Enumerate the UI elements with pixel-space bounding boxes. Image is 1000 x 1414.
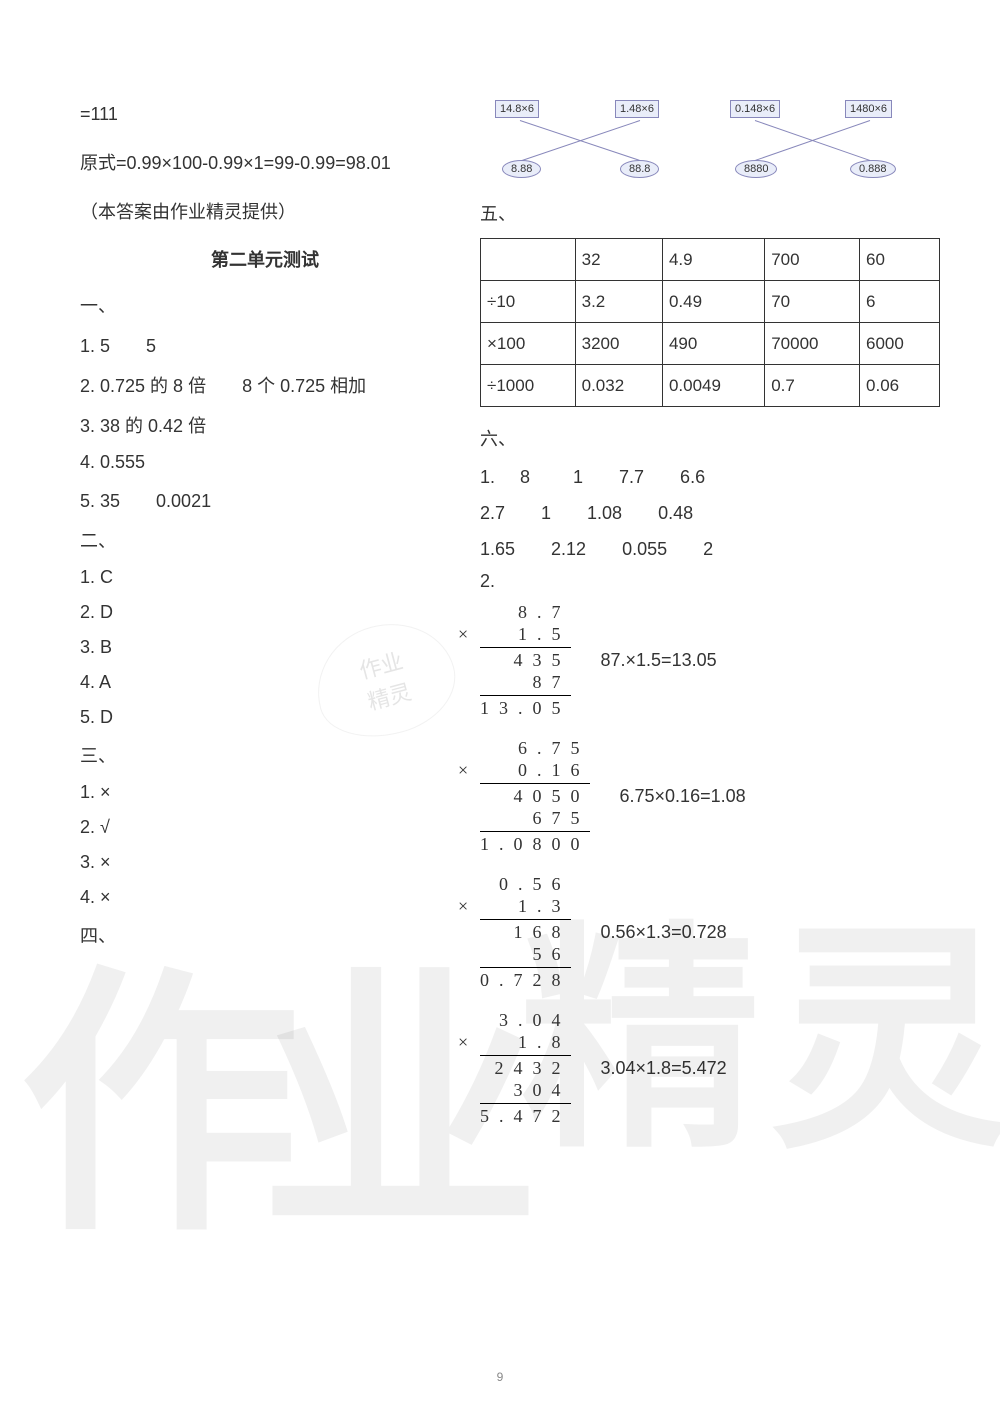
answer-row: 1.65 2.12 0.055 2 xyxy=(480,535,940,561)
table-cell: 70000 xyxy=(765,323,860,365)
table-cell: 0.7 xyxy=(765,365,860,407)
mult-result: 3.04×1.8=5.472 xyxy=(601,1058,727,1079)
answer-item: 2. 0.725 的 8 倍 8 个 0.725 相加 xyxy=(80,372,450,398)
answer-item: 2. D xyxy=(80,602,450,623)
match-bottom-box: 8.88 xyxy=(502,160,541,178)
table-cell: 0.0049 xyxy=(662,365,764,407)
section-heading: 一、 xyxy=(80,292,450,318)
table-cell: 0.032 xyxy=(575,365,662,407)
answer-row: 2.7 1 1.08 0.48 xyxy=(480,499,940,525)
answer-item: 4. × xyxy=(80,887,450,908)
answer-item: 1. 5 5 xyxy=(80,332,450,358)
table-cell: 0.06 xyxy=(860,365,940,407)
match-top-box: 1480×6 xyxy=(845,100,892,118)
match-top-box: 0.148×6 xyxy=(730,100,780,118)
mult-result: 87.×1.5=13.05 xyxy=(601,650,717,671)
answer-item: 5. 35 0.0021 xyxy=(80,487,450,513)
match-bottom-box: 88.8 xyxy=(620,160,659,178)
data-table: 324.970060 ÷103.20.49706 ×1003200490700006… xyxy=(480,238,940,407)
table-cell: 3200 xyxy=(575,323,662,365)
section-heading: 六、 xyxy=(480,425,940,451)
answer-row: 1. 8 1 7.7 6.6 xyxy=(480,463,940,489)
section-heading: 五、 xyxy=(480,200,940,226)
table-cell: 32 xyxy=(575,239,662,281)
table-cell: 3.2 xyxy=(575,281,662,323)
match-bottom-box: 0.888 xyxy=(850,160,896,178)
table-cell xyxy=(481,239,576,281)
vertical-mult: 8.71.5×4358713.0587.×1.5=13.05 xyxy=(480,602,940,720)
table-cell: 6 xyxy=(860,281,940,323)
answer-item: 2. √ xyxy=(80,817,450,838)
right-column: 14.8×6 1.48×6 0.148×6 1480×6 8.88 88.8 8880 0.8… xyxy=(480,100,940,1146)
section-heading: 三、 xyxy=(80,742,450,768)
table-cell: 490 xyxy=(662,323,764,365)
vertical-mult: 6.750.16×40506751.08006.75×0.16=1.08 xyxy=(480,738,940,856)
answer-item: 4. 0.555 xyxy=(80,452,450,473)
answer-item: 2. xyxy=(480,571,940,592)
answer-item: 3. 38 的 0.42 倍 xyxy=(80,412,450,438)
vertical-mult: 3.041.8×24323045.4723.04×1.8=5.472 xyxy=(480,1010,940,1128)
left-column: =111 原式=0.99×100-0.99×1=99-0.99=98.01 （本… xyxy=(80,100,450,1146)
mult-result: 6.75×0.16=1.08 xyxy=(620,786,746,807)
section-heading: 四、 xyxy=(80,922,450,948)
page-number: 9 xyxy=(497,1370,504,1384)
table-cell: ×100 xyxy=(481,323,576,365)
vertical-multiplications: 8.71.5×4358713.0587.×1.5=13.05 6.750.16×4… xyxy=(480,602,940,1128)
table-cell: 0.49 xyxy=(662,281,764,323)
match-top-box: 1.48×6 xyxy=(615,100,659,118)
section-heading: 二、 xyxy=(80,527,450,553)
match-bottom-box: 8880 xyxy=(735,160,777,178)
answer-item: 3. × xyxy=(80,852,450,873)
match-top-box: 14.8×6 xyxy=(495,100,539,118)
table-cell: ÷10 xyxy=(481,281,576,323)
table-cell: 60 xyxy=(860,239,940,281)
unit-test-title: 第二单元测试 xyxy=(80,246,450,272)
credit-line: （本答案由作业精灵提供） xyxy=(80,198,450,227)
table-cell: ÷1000 xyxy=(481,365,576,407)
table-cell: 70 xyxy=(765,281,860,323)
answer-item: 1. C xyxy=(80,567,450,588)
equation-line: 原式=0.99×100-0.99×1=99-0.99=98.01 xyxy=(80,149,450,178)
answer-item: 1. × xyxy=(80,782,450,803)
vertical-mult: 0.561.3×168560.7280.56×1.3=0.728 xyxy=(480,874,940,992)
stamp-watermark: 作业精灵 xyxy=(303,609,467,751)
table-cell: 6000 xyxy=(860,323,940,365)
mult-result: 0.56×1.3=0.728 xyxy=(601,922,727,943)
table-cell: 4.9 xyxy=(662,239,764,281)
equation-line: =111 xyxy=(80,100,450,129)
matching-diagram: 14.8×6 1.48×6 0.148×6 1480×6 8.88 88.8 8880 0.8… xyxy=(480,100,940,190)
table-cell: 700 xyxy=(765,239,860,281)
